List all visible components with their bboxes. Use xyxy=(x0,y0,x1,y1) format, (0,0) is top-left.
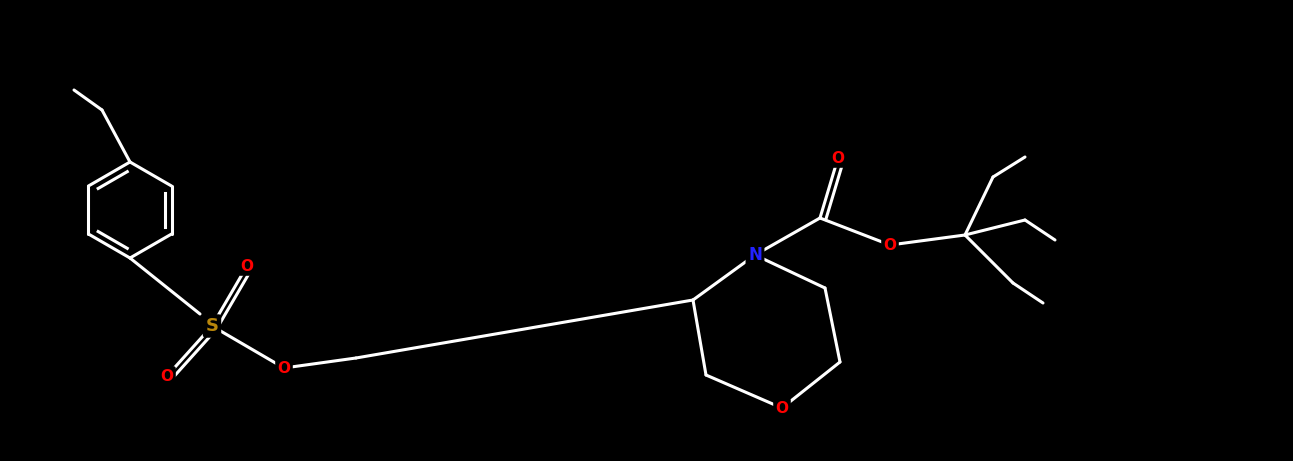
Text: O: O xyxy=(278,361,291,376)
Text: O: O xyxy=(240,259,253,273)
Text: O: O xyxy=(776,401,789,415)
Text: O: O xyxy=(831,150,844,165)
Text: O: O xyxy=(883,237,896,253)
Text: O: O xyxy=(160,368,173,384)
Text: N: N xyxy=(749,246,762,264)
Text: S: S xyxy=(206,317,219,335)
